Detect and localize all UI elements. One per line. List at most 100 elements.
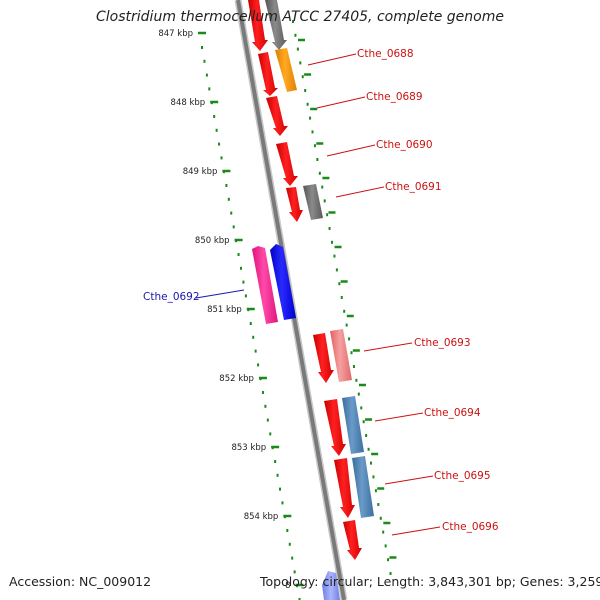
guide-dot [340, 296, 343, 299]
label-cthe-0694[interactable]: Cthe_0694 [424, 407, 481, 419]
feature-gene-red-0691[interactable] [286, 187, 303, 222]
ruler-label: 847 kbp [158, 29, 193, 39]
feature-gene-red-top[interactable] [248, 0, 268, 51]
guide-dot [266, 418, 269, 422]
guide-dot [288, 542, 291, 546]
guide-dot [306, 102, 309, 106]
feature-gene-red-0693[interactable] [313, 333, 334, 383]
feature-gene-red-0695[interactable] [334, 458, 355, 518]
label-cthe-0693[interactable]: Cthe_0693 [414, 337, 471, 349]
guide-dot [235, 239, 238, 243]
guide-dot [281, 501, 284, 505]
label-cthe-0696[interactable]: Cthe_0696 [442, 521, 499, 533]
guide-dot [293, 570, 296, 574]
guide-dot [299, 61, 302, 65]
guide-dot [313, 144, 316, 148]
guide-dot [254, 349, 257, 353]
ruler-label: 8 [285, 581, 290, 591]
feature-gene-cthe-0696[interactable] [343, 520, 362, 560]
guide-dot [252, 335, 255, 339]
label-cthe-0695[interactable]: Cthe_0695 [434, 470, 491, 482]
guide-dot [365, 434, 368, 437]
guide-dot [232, 225, 235, 229]
feature-gene-red-0694[interactable] [324, 399, 346, 456]
guide-dot [244, 294, 247, 298]
label-cthe-0689[interactable]: Cthe_0689 [366, 91, 423, 103]
feature-gene-cthe-0690[interactable] [276, 142, 298, 186]
ruler-label: 851 kbp [207, 305, 242, 315]
feature-gene-cthe-0691[interactable] [303, 184, 323, 220]
ruler-label: 848 kbp [171, 98, 206, 108]
guide-dot [286, 529, 289, 532]
feature-gene-cthe-0688[interactable] [275, 48, 297, 92]
guide-dot [321, 185, 324, 189]
guide-dot [269, 432, 272, 436]
guide-dot [257, 363, 260, 367]
guide-dot [261, 391, 264, 394]
guide-dot [210, 101, 213, 105]
feature-gene-cthe-0695[interactable] [352, 456, 374, 518]
dotted-guide-tracks [201, 20, 397, 600]
guide-dot [279, 487, 282, 491]
guide-dot [384, 544, 387, 548]
feature-gene-cthe-0692[interactable] [270, 244, 296, 320]
guide-dot [343, 309, 346, 313]
guide-dot [201, 46, 203, 49]
ruler-label: 852 kbp [219, 374, 254, 384]
guide-dot [203, 59, 206, 63]
guide-dot [318, 171, 321, 175]
guide-dot [301, 75, 304, 79]
label-cthe-0692[interactable]: Cthe_0692 [143, 291, 200, 303]
guide-dot [227, 197, 230, 201]
guide-dot [240, 266, 243, 270]
guide-dot [215, 128, 218, 132]
label-cthe-0690[interactable]: Cthe_0690 [376, 139, 433, 151]
feature-gene-cthe-0689[interactable] [266, 96, 288, 136]
guide-dot [357, 392, 360, 396]
guide-dot [230, 211, 233, 215]
feature-gene-cthe-0694[interactable] [342, 396, 364, 454]
guide-dot [291, 556, 294, 560]
guide-dot [274, 460, 277, 463]
guide-dot [304, 89, 307, 92]
label-cthe-0691[interactable]: Cthe_0691 [385, 181, 442, 193]
feature-gene-gray-top[interactable] [265, 0, 287, 50]
feature-gene-pink[interactable] [252, 246, 278, 324]
guide-dot [374, 489, 377, 493]
guide-dot [367, 447, 370, 451]
guide-dot [323, 199, 326, 203]
guide-dot [338, 282, 341, 286]
feature-labels: Cthe_0688 Cthe_0689 Cthe_0690 Cthe_0691 … [143, 48, 499, 533]
guide-dot [259, 377, 262, 381]
guide-dot [249, 322, 252, 325]
guide-dot [309, 116, 312, 120]
feature-track [248, 0, 374, 600]
guide-dot [220, 156, 223, 160]
guide-dot [225, 184, 228, 187]
feature-gene-red[interactable] [258, 52, 278, 96]
guide-dot [345, 323, 348, 327]
label-cthe-0688[interactable]: Cthe_0688 [357, 48, 414, 60]
feature-gene-blue-bottom[interactable] [322, 571, 340, 600]
guide-dot [294, 33, 297, 37]
guide-dot [362, 420, 365, 424]
ruler-label: 850 kbp [195, 236, 230, 246]
accession-text: Accession: NC_009012 [9, 574, 152, 589]
guide-dot [377, 503, 380, 506]
guide-dot [292, 20, 294, 23]
guide-dot [247, 308, 250, 312]
guide-dot [348, 337, 351, 341]
guide-dot [328, 227, 331, 230]
label-leaders [195, 53, 441, 536]
feature-gene-cthe-0693[interactable] [330, 329, 352, 382]
guide-dot [360, 406, 363, 410]
guide-dot [352, 365, 355, 368]
guide-dot [264, 404, 267, 408]
guide-dot [370, 461, 373, 465]
guide-dot [335, 268, 338, 272]
guide-dot [311, 130, 314, 134]
position-ruler: 847 kbp 848 kbp 849 kbp 850 kbp 851 kbp 852 k… [158, 29, 304, 591]
map-title: Clostridium thermocellum ATCC 27405, com… [96, 9, 504, 25]
guide-dot [298, 598, 301, 600]
